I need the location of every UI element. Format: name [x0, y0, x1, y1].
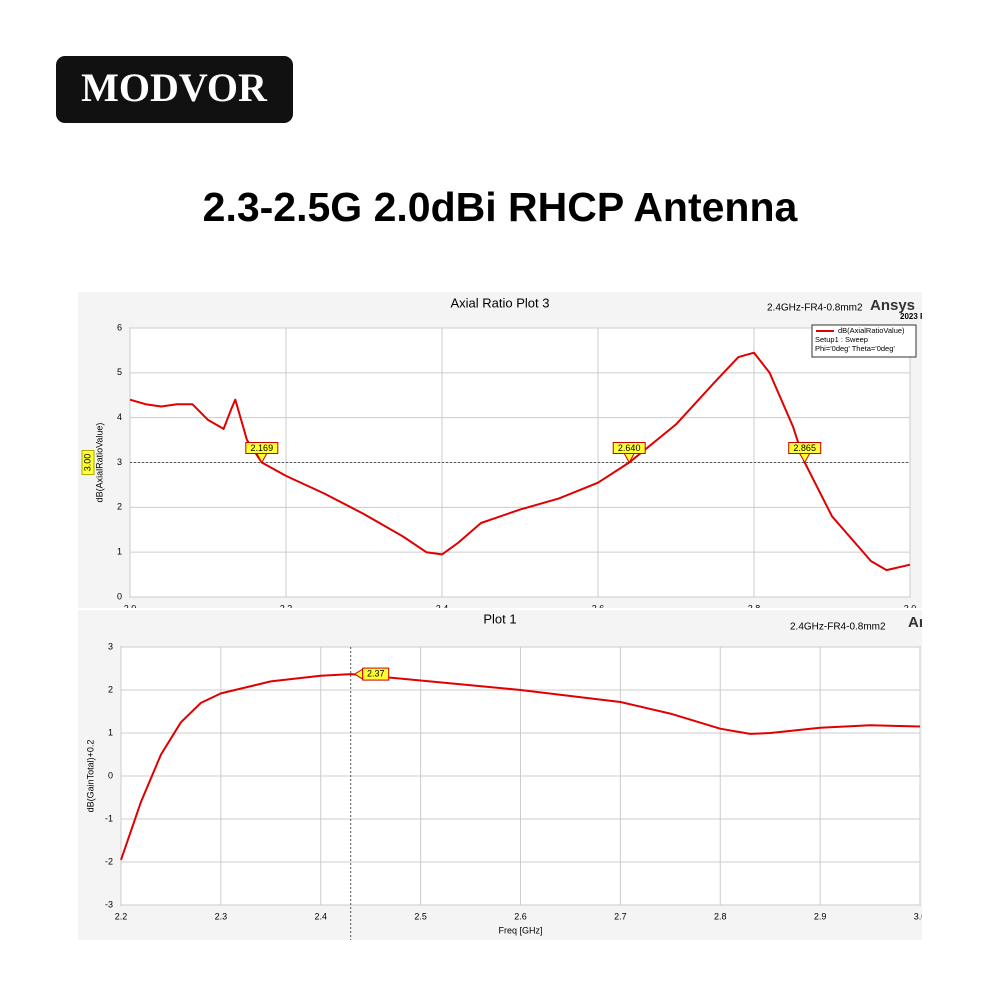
logo-badge — [56, 56, 293, 123]
version: 2023 R1 — [900, 312, 931, 321]
x-tick-label: 2.9 — [814, 911, 827, 921]
marker-box — [362, 667, 390, 681]
y-tick-label: 1 — [108, 727, 113, 737]
x-tick-label: 3.0 — [904, 603, 917, 613]
marker-box — [788, 442, 822, 454]
y-tick-label: 0 — [117, 591, 122, 601]
x-axis-label: Freq [GHz] — [498, 925, 542, 935]
y-tick-label: 0 — [108, 770, 113, 780]
x-tick-label: 2.5 — [414, 911, 427, 921]
x-tick-label: 2.4 — [436, 603, 449, 613]
data-line — [120, 673, 921, 861]
marker-label: 2.169 — [251, 443, 274, 453]
x-tick-label: 3.0 — [914, 911, 927, 921]
y-tick-label: 2 — [108, 684, 113, 694]
y-tick-label: 3 — [117, 457, 122, 467]
legend-note: Phi='0deg' Theta='0deg' — [815, 344, 895, 353]
y-tick-label: -3 — [105, 899, 113, 909]
x-tick-label: 2.2 — [280, 603, 293, 613]
x-tick-label: 2.4 — [314, 911, 327, 921]
chart: Axial Ratio Plot 3 2.4GHz-FR4-0.8mm2 Ansys… — [78, 292, 931, 613]
y-tick-label: 1 — [117, 547, 122, 557]
x-tick-label: 2.2 — [115, 911, 128, 921]
x-tick-label: 2.6 — [514, 911, 527, 921]
marker-label: 2.865 — [793, 443, 816, 453]
reference-label: 3.00 — [82, 454, 92, 472]
chart-title: Plot 1 — [483, 611, 516, 626]
marker-label: 2.37 — [367, 668, 385, 678]
reference-badge — [81, 450, 95, 475]
legend-note: Setup1 : Sweep — [815, 335, 868, 344]
subtitle: 2.4GHz-FR4-0.8mm2 — [767, 303, 863, 314]
marker-box — [612, 442, 646, 454]
chart-title: Axial Ratio Plot 3 — [451, 295, 550, 310]
version: 2023 — [938, 629, 956, 638]
x-tick-label: 2.7 — [614, 911, 627, 921]
y-axis-label: dB(AxialRatioValue) — [94, 423, 104, 503]
y-tick-label: 4 — [117, 412, 122, 422]
x-tick-label: 2.6 — [592, 603, 605, 613]
x-tick-label: 2.8 — [748, 603, 761, 613]
marker-label: 2.640 — [618, 443, 641, 453]
subtitle: 2.4GHz-FR4-0.8mm2 — [790, 622, 886, 633]
legend-label: dB(AxialRatioValue) — [838, 326, 905, 335]
vendor: Ansys — [870, 297, 915, 314]
y-tick-label: 6 — [117, 322, 122, 332]
y-tick-label: -1 — [105, 813, 113, 823]
y-tick-label: -2 — [105, 856, 113, 866]
y-tick-label: 2 — [117, 502, 122, 512]
vendor: Ans — [908, 614, 936, 631]
x-tick-label: 2.0 — [124, 603, 137, 613]
y-tick-label: 3 — [108, 641, 113, 651]
x-tick-label: 2.3 — [215, 911, 228, 921]
y-axis-label: dB(GainTotal)+0.2 — [85, 740, 95, 813]
heading: 2.3-2.5G 2.0dBi RHCP Antenna — [203, 184, 799, 230]
x-tick-label: 2.8 — [714, 911, 727, 921]
brand: MODVOR — [81, 65, 268, 110]
y-tick-label: 5 — [117, 367, 122, 377]
marker-box — [245, 442, 279, 454]
data-line — [129, 351, 911, 572]
